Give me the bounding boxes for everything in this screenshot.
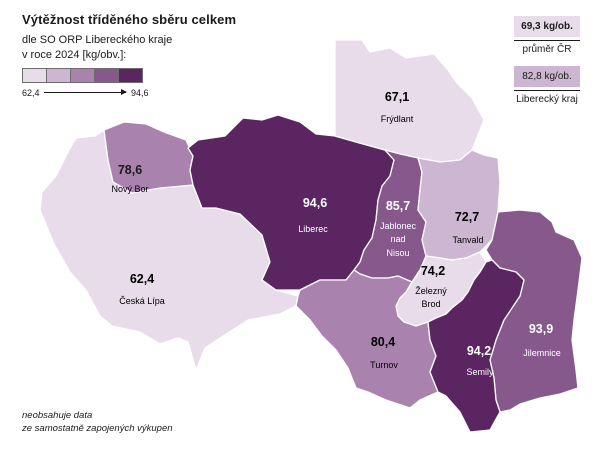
name-ceska-lipa: Česká Lípa — [119, 296, 165, 306]
legend-swatch — [118, 68, 143, 83]
benchmark-kraj: 82,8 kg/ob. Liberecký kraj — [514, 66, 580, 105]
value-ceska-lipa: 62,4 — [130, 272, 154, 286]
value-jablonec: 85,7 — [386, 199, 410, 213]
legend-min-value: 62,4 — [22, 88, 40, 98]
legend-swatch — [46, 68, 71, 83]
name-zelezny-brod-2: Brod — [421, 299, 440, 309]
name-frydlant: Frýdlant — [381, 114, 414, 124]
legend-arrow-icon — [44, 89, 127, 95]
benchmark-cr: 69,3 kg/ob. průměr ČR — [514, 16, 580, 55]
name-turnov: Turnov — [370, 360, 398, 370]
value-tanvald: 72,7 — [455, 210, 479, 224]
value-liberec: 94,6 — [303, 196, 327, 210]
name-zelezny-brod-1: Železný — [415, 286, 447, 296]
name-nowy-bor: Nový Bor — [111, 184, 148, 194]
value-turnov: 80,4 — [371, 335, 395, 349]
region-labels: 67,1 Frýdlant 78,6 Nový Bor 94,6 Liberec… — [111, 90, 560, 377]
map-subtitle-line-2: v roce 2024 [kg/obv.]: — [22, 49, 127, 61]
data-note: neobsahuje data ze samostatně zapojených… — [22, 409, 173, 435]
benchmark-cr-value: 69,3 kg/ob. — [514, 16, 580, 37]
benchmark-cr-label: průměr ČR — [522, 44, 572, 55]
map-subtitle-line-1: dle SO ORP Libereckého kraje — [22, 34, 173, 46]
name-jablonec-3: Nisou — [386, 248, 409, 258]
region-nowy-bor[interactable] — [103, 121, 194, 194]
legend-swatch — [94, 68, 119, 83]
legend-color-scale — [22, 68, 143, 83]
benchmark-kraj-divider — [514, 90, 580, 91]
region-semily[interactable] — [427, 259, 525, 433]
value-semily: 94,2 — [467, 344, 491, 358]
name-tanvald: Tanvald — [452, 235, 483, 245]
value-jilemnice: 93,9 — [529, 322, 553, 336]
name-jablonec-2: nad — [390, 234, 405, 244]
data-note-line-2: ze samostatně zapojených výkupen — [22, 423, 173, 434]
value-nowy-bor: 78,6 — [118, 163, 142, 177]
legend-swatch — [22, 68, 47, 83]
benchmark-kraj-label: Liberecký kraj — [516, 94, 578, 105]
data-note-line-1: neobsahuje data — [22, 410, 93, 421]
legend-swatch — [70, 68, 95, 83]
name-liberec: Liberec — [298, 224, 328, 234]
benchmark-cr-divider — [514, 40, 580, 41]
value-zelezny-brod: 74,2 — [421, 264, 445, 278]
map-title: Výtěžnost tříděného sběru celkem — [22, 12, 237, 27]
name-semily: Semily — [466, 367, 494, 377]
name-jablonec-1: Jablonec — [380, 221, 417, 231]
name-jilemnice: Jilemnice — [523, 348, 561, 358]
benchmark-kraj-value: 82,8 kg/ob. — [514, 66, 580, 87]
legend-max-value: 94,6 — [131, 88, 149, 98]
value-frydlant: 67,1 — [385, 90, 409, 104]
